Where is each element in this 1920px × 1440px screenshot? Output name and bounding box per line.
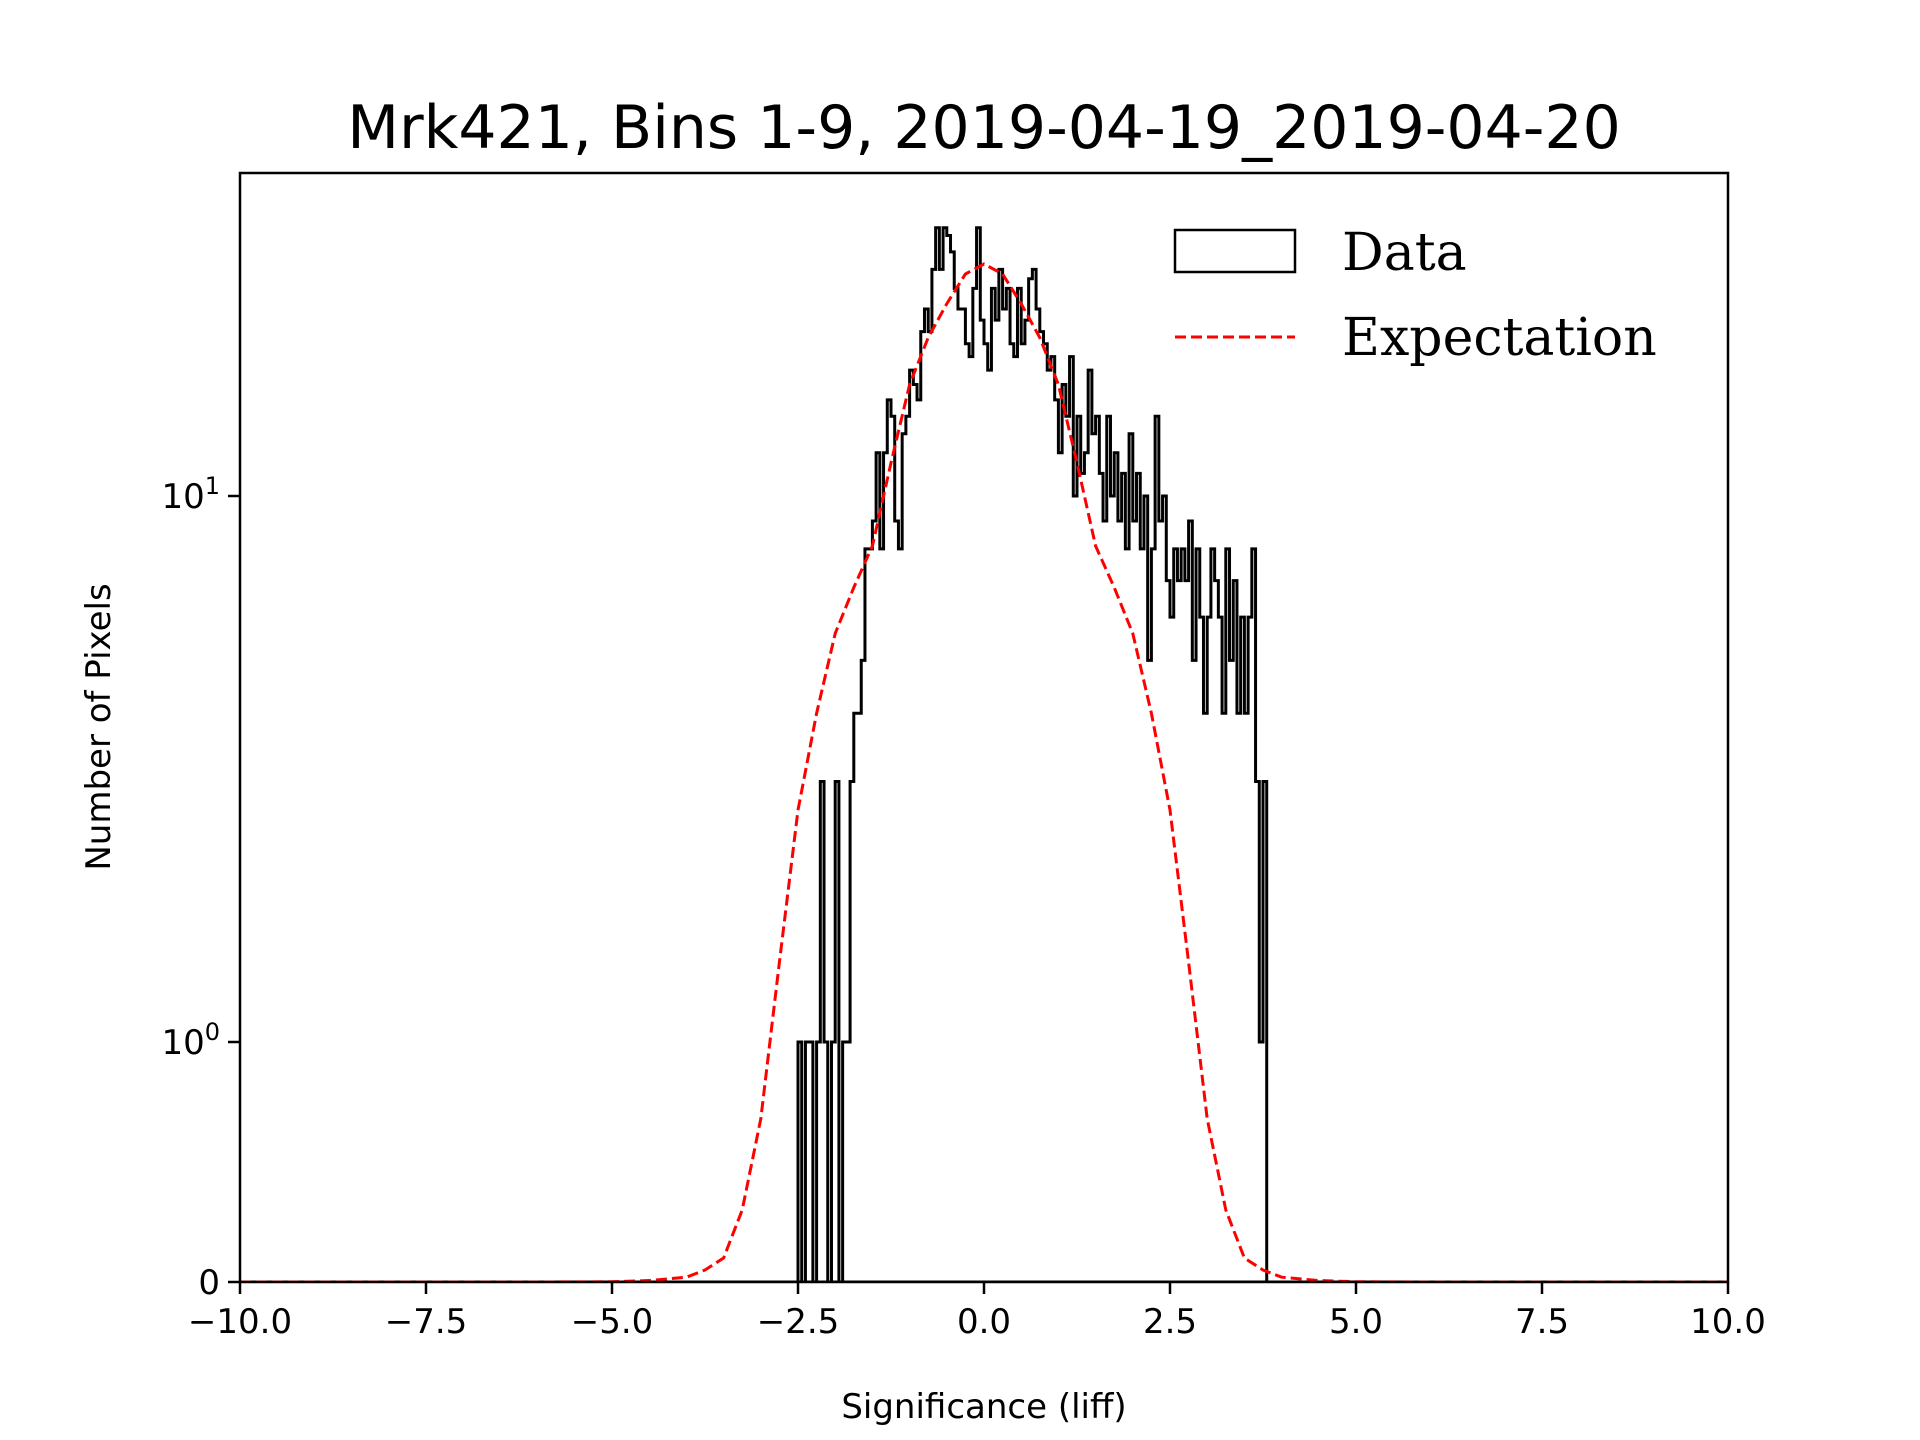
x-tick-label: −10.0 [188, 1302, 292, 1342]
legend: Data Expectation [1173, 223, 1657, 368]
legend-expectation-label: Expectation [1342, 308, 1657, 368]
expectation-curve [240, 262, 1728, 1282]
y-tick-label: 100 [161, 1018, 220, 1063]
chart-title: Mrk421, Bins 1-9, 2019-04-19_2019-04-20 [347, 93, 1621, 163]
x-tick-label: 10.0 [1690, 1302, 1766, 1342]
y-tick-label: 101 [161, 472, 220, 517]
x-axis-ticks: −10.0 −7.5 −5.0 −2.5 0.0 2.5 5.0 7.5 10.0 [188, 1282, 1766, 1342]
series-layer [240, 226, 1728, 1282]
legend-data-swatch [1173, 228, 1297, 274]
x-axis-label: Significance (liff) [841, 1387, 1126, 1427]
x-tick-label: 0.0 [957, 1302, 1011, 1342]
x-tick-label: −7.5 [385, 1302, 468, 1342]
y-axis-ticks: 0 100 101 [161, 472, 240, 1303]
x-tick-label: 7.5 [1515, 1302, 1569, 1342]
x-tick-label: 2.5 [1143, 1302, 1197, 1342]
data-histogram [240, 226, 1728, 1282]
x-tick-label: 5.0 [1329, 1302, 1383, 1342]
legend-data-label: Data [1342, 223, 1467, 283]
x-tick-label: −5.0 [571, 1302, 654, 1342]
data-step-line [796, 226, 1269, 1282]
expectation-line [240, 262, 1728, 1282]
y-tick-label: 0 [198, 1263, 220, 1303]
x-tick-label: −2.5 [757, 1302, 840, 1342]
y-axis-label: Number of Pixels [79, 583, 119, 870]
axes-background [240, 173, 1728, 1282]
plot-area [238, 171, 1730, 1284]
